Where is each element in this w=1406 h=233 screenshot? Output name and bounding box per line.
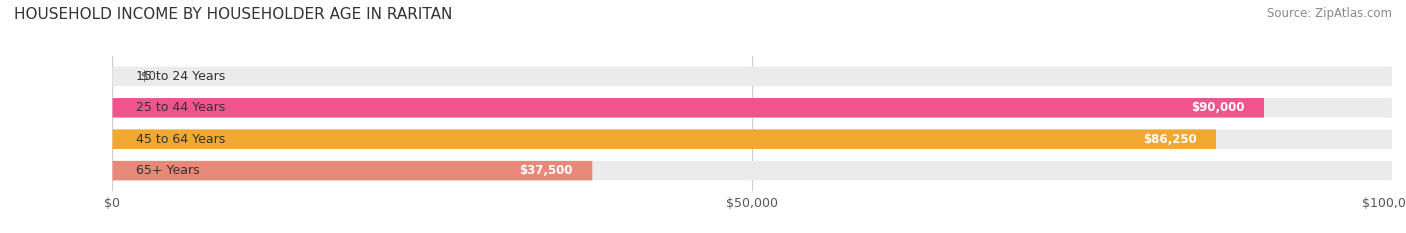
FancyBboxPatch shape bbox=[112, 130, 1392, 149]
FancyBboxPatch shape bbox=[112, 161, 592, 180]
Text: 65+ Years: 65+ Years bbox=[135, 164, 200, 177]
FancyBboxPatch shape bbox=[112, 98, 1392, 117]
FancyBboxPatch shape bbox=[112, 67, 1392, 86]
Text: Source: ZipAtlas.com: Source: ZipAtlas.com bbox=[1267, 7, 1392, 20]
Text: $86,250: $86,250 bbox=[1143, 133, 1197, 146]
FancyBboxPatch shape bbox=[112, 98, 1264, 117]
Text: $0: $0 bbox=[141, 70, 156, 83]
Text: $37,500: $37,500 bbox=[520, 164, 574, 177]
Text: 45 to 64 Years: 45 to 64 Years bbox=[135, 133, 225, 146]
Text: $90,000: $90,000 bbox=[1191, 101, 1244, 114]
Text: 15 to 24 Years: 15 to 24 Years bbox=[135, 70, 225, 83]
FancyBboxPatch shape bbox=[112, 130, 1216, 149]
FancyBboxPatch shape bbox=[112, 161, 1392, 180]
Text: 25 to 44 Years: 25 to 44 Years bbox=[135, 101, 225, 114]
Text: HOUSEHOLD INCOME BY HOUSEHOLDER AGE IN RARITAN: HOUSEHOLD INCOME BY HOUSEHOLDER AGE IN R… bbox=[14, 7, 453, 22]
